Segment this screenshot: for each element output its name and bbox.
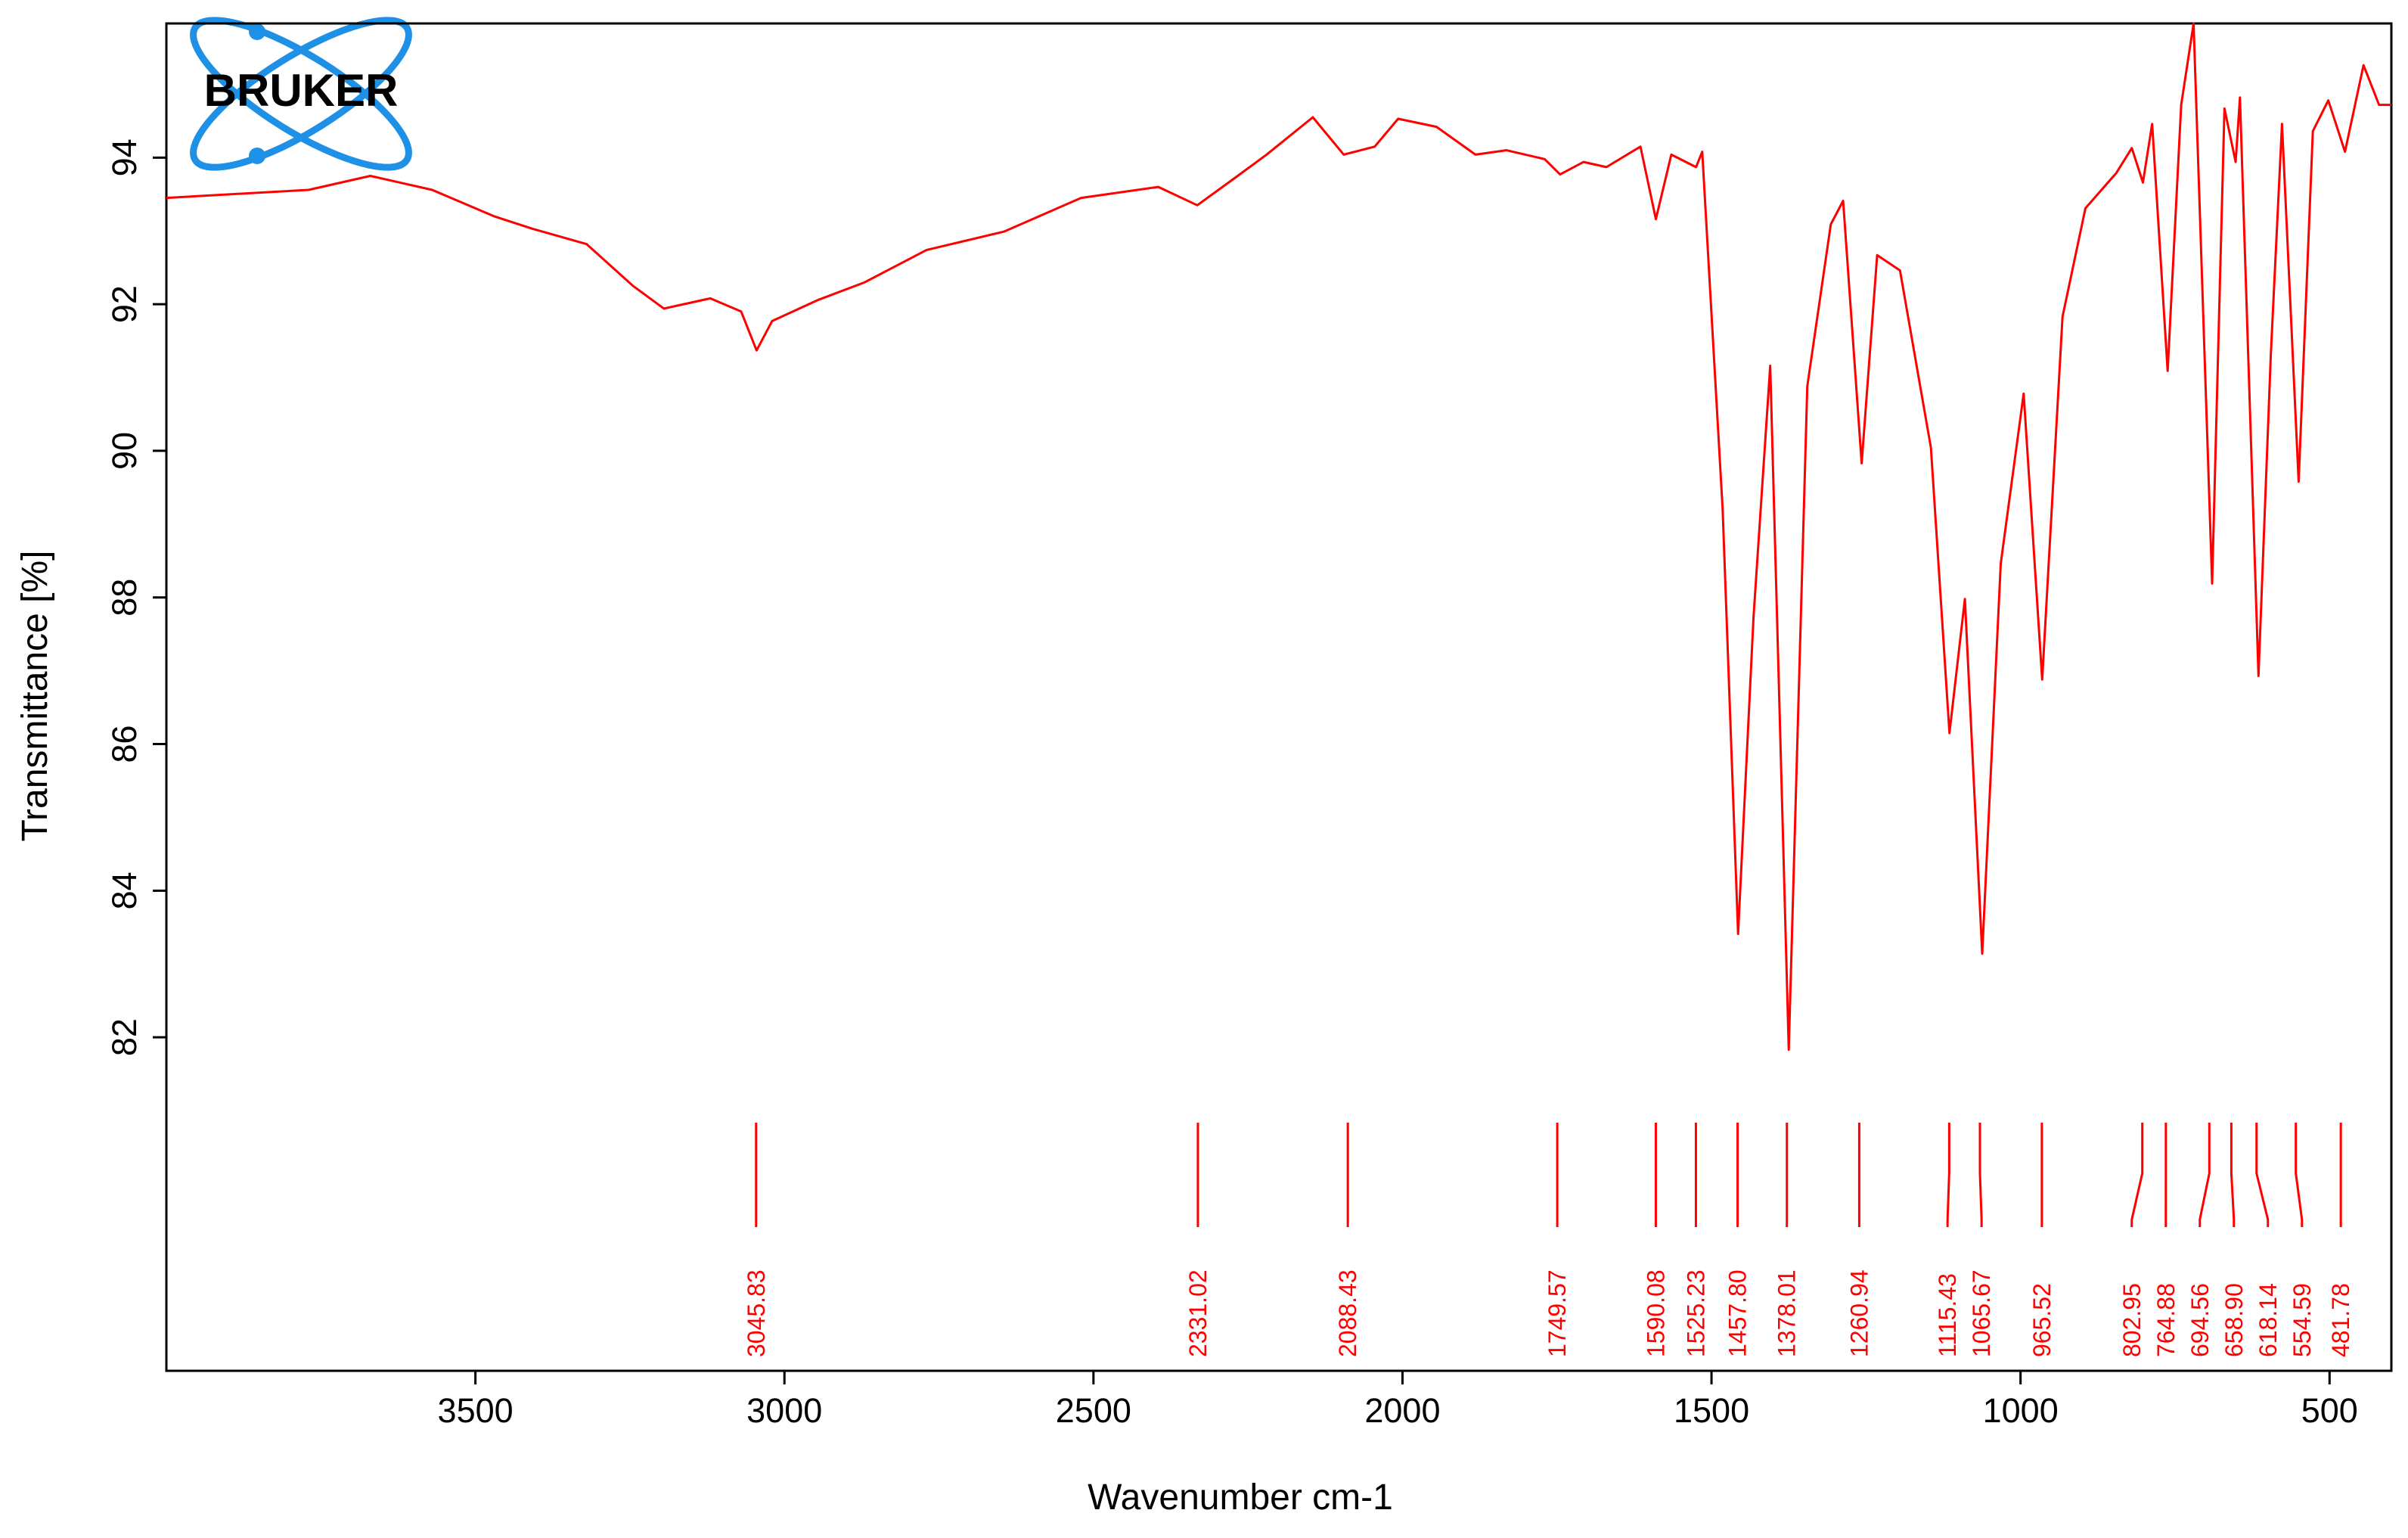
y-tick-label: 82 xyxy=(105,1018,144,1056)
peak-marker xyxy=(2295,1123,2304,1227)
peak-marker xyxy=(2199,1123,2211,1227)
logo-dot xyxy=(249,23,265,40)
x-tick-label: 2500 xyxy=(1056,1391,1131,1430)
peak-label: 2331.02 xyxy=(1184,1269,1212,1357)
x-tick-label: 1500 xyxy=(1674,1391,1749,1430)
peak-marker xyxy=(1978,1123,1983,1227)
peak-label: 965.52 xyxy=(2028,1283,2056,1357)
peak-label: 3045.83 xyxy=(743,1269,770,1357)
peak-label: 554.59 xyxy=(2289,1283,2316,1357)
logo: BRUKER xyxy=(190,17,412,171)
logo-orbit xyxy=(190,17,412,171)
logo-orbit xyxy=(190,17,412,171)
peak-label: 694.56 xyxy=(2186,1283,2214,1357)
plot-frame xyxy=(165,22,2393,1372)
peak-marker xyxy=(1946,1123,1950,1227)
peak-label: 1065.67 xyxy=(1968,1269,1995,1357)
peak-label: 764.88 xyxy=(2152,1283,2180,1357)
y-tick-label: 88 xyxy=(105,579,144,617)
peak-marker xyxy=(2255,1123,2270,1227)
x-tick-label: 3000 xyxy=(746,1391,822,1430)
x-axis-title: Wavenumber cm-1 xyxy=(1088,1477,1393,1518)
y-axis-title: Transmittance [%] xyxy=(15,550,55,841)
peak-marker xyxy=(2230,1123,2236,1227)
x-tick-label: 500 xyxy=(2301,1391,2358,1430)
peak-label: 1378.01 xyxy=(1773,1269,1801,1357)
peak-label: 1525.23 xyxy=(1682,1269,1709,1357)
y-tick-label: 84 xyxy=(105,872,144,909)
peak-label: 802.95 xyxy=(2118,1283,2146,1357)
peak-label: 618.14 xyxy=(2254,1283,2282,1357)
peak-label: 2088.43 xyxy=(1334,1269,1361,1357)
y-tick-label: 90 xyxy=(105,432,144,470)
peak-label: 481.78 xyxy=(2327,1283,2354,1357)
peak-label: 1115.43 xyxy=(1934,1273,1961,1357)
peak-label: 1590.08 xyxy=(1642,1269,1669,1357)
peak-label: 658.90 xyxy=(2220,1283,2248,1357)
peak-marker xyxy=(2130,1123,2144,1227)
spectrum-line xyxy=(166,22,2391,1052)
logo-text: BRUKER xyxy=(204,65,399,116)
x-tick-label: 2000 xyxy=(1364,1391,1440,1430)
y-tick-label: 94 xyxy=(105,138,144,176)
peak-label: 1260.94 xyxy=(1845,1269,1873,1357)
y-tick-label: 92 xyxy=(105,285,144,323)
peak-label: 1457.80 xyxy=(1724,1269,1752,1357)
peak-label: 1749.57 xyxy=(1544,1269,1571,1357)
x-tick-label: 1000 xyxy=(1983,1391,2059,1430)
x-tick-label: 3500 xyxy=(438,1391,514,1430)
y-tick-label: 86 xyxy=(105,725,144,763)
logo-dot xyxy=(249,148,265,164)
